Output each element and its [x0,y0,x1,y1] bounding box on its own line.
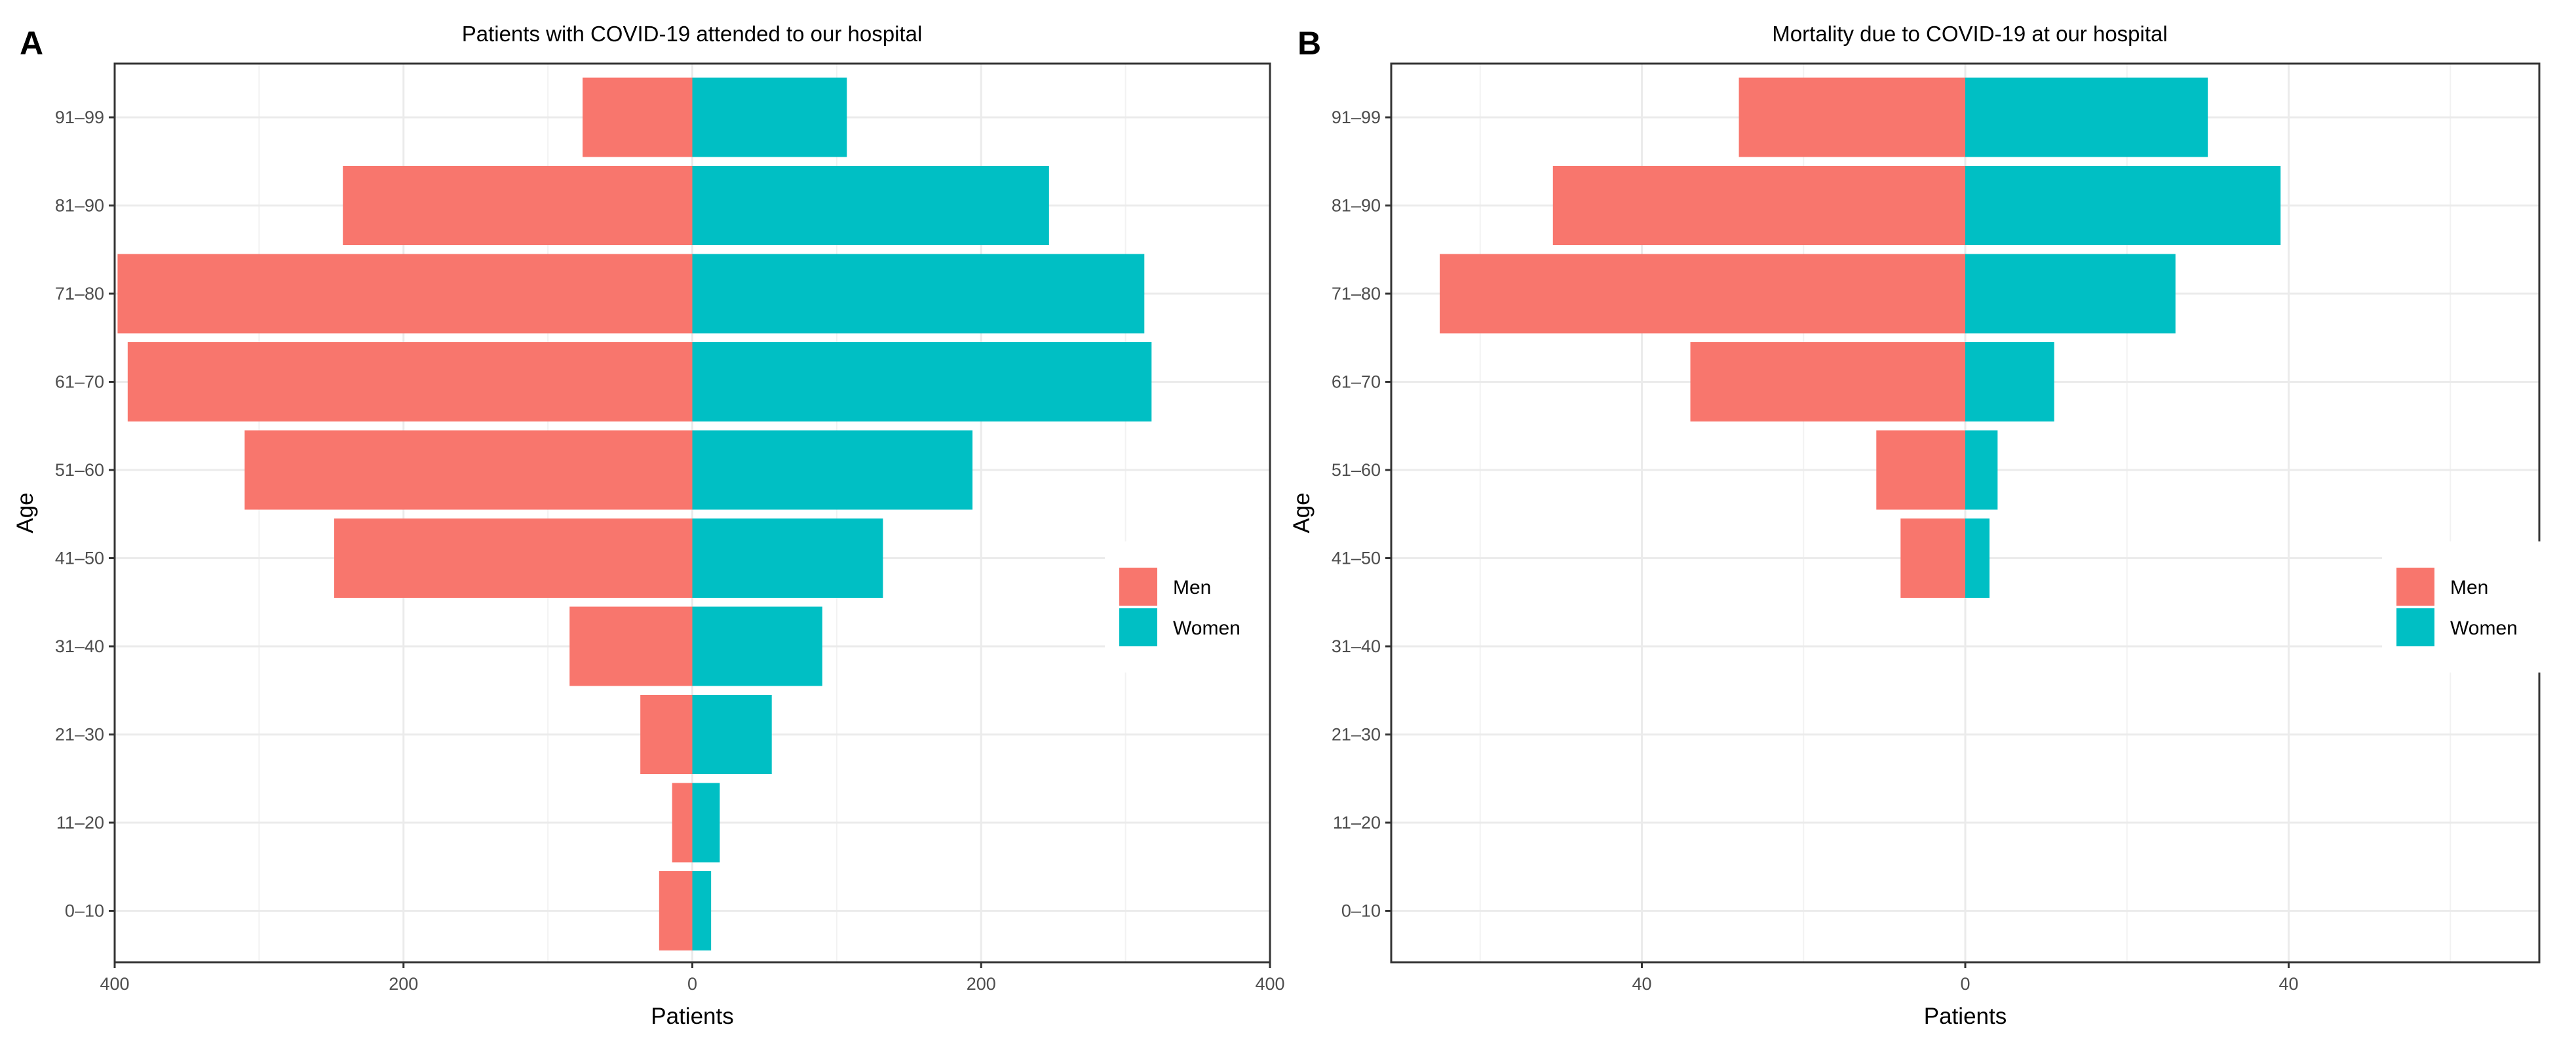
y-axis-title: Age [12,492,38,533]
bar-women [1965,342,2054,421]
y-tick-label: 21–30 [55,725,104,745]
y-tick-label: 61–70 [1332,372,1381,392]
bar-men [640,695,693,774]
y-tick-label: 11–20 [1333,813,1381,832]
y-tick-label: 71–80 [1332,284,1381,303]
bar-women [692,695,772,774]
bar-women [1965,77,2208,157]
x-tick-label: 400 [100,974,129,994]
x-tick-label: 40 [1632,974,1651,994]
x-tick-label: 200 [389,974,418,994]
y-tick-label: 31–40 [55,636,104,656]
y-tick-label: 0–10 [1341,901,1381,921]
panel-label: A [20,25,43,62]
y-tick-label: 91–99 [1332,108,1381,127]
bar-women [1965,430,1998,510]
y-tick-label: 81–90 [55,196,104,216]
x-tick-label: 40 [2278,974,2298,994]
y-tick-label: 11–20 [56,813,104,832]
y-tick-label: 51–60 [1332,460,1381,480]
bar-women [1965,166,2281,245]
bar-women [692,606,822,686]
bar-men [343,166,693,245]
y-tick-label: 81–90 [1332,196,1381,216]
x-tick-label: 200 [967,974,996,994]
bar-women [692,871,712,950]
legend-swatch-women [1119,608,1157,646]
bar-women [692,254,1145,334]
legend-label-men: Men [2450,577,2488,598]
bar-men [117,254,693,334]
bar-women [692,783,720,863]
bar-men [1739,77,1965,157]
bar-men [1440,254,1965,334]
legend-label-women: Women [2450,617,2518,639]
bar-men [583,77,693,157]
y-tick-label: 61–70 [55,372,104,392]
bar-men [672,783,693,863]
bar-men [1876,430,1965,510]
x-axis-title: Patients [1924,1004,2007,1029]
bar-women [692,342,1152,421]
bar-women [692,166,1049,245]
bar-women [1965,518,1990,598]
legend-swatch-women [2396,608,2434,646]
bar-men [1552,166,1965,245]
bar-women [692,77,847,157]
x-tick-label: 0 [687,974,697,994]
legend-label-women: Women [1173,617,1240,639]
y-tick-label: 71–80 [55,284,104,303]
y-tick-label: 91–99 [55,108,104,127]
bar-men [1690,342,1965,421]
legend-label-men: Men [1173,577,1211,598]
panel-label: B [1298,25,1321,62]
y-tick-label: 21–30 [1332,725,1381,745]
x-axis-title: Patients [651,1004,733,1029]
legend-background [2382,541,2546,673]
bar-women [692,430,973,510]
y-tick-label: 0–10 [65,901,104,921]
chart-title: Mortality due to COVID-19 at our hospita… [1772,22,2167,46]
legend-swatch-men [2396,568,2434,606]
legend-swatch-men [1119,568,1157,606]
bar-men [334,518,693,598]
bar-men [1900,518,1965,598]
bar-men [127,342,693,421]
y-tick-label: 41–50 [55,549,104,568]
x-tick-label: 0 [1960,974,1970,994]
y-tick-label: 41–50 [1332,549,1381,568]
x-tick-label: 400 [1255,974,1284,994]
panel-b: B Mortality due to COVID-19 at our hospit… [1289,22,2546,1029]
panel-a: A Patients with COVID-19 attended to our … [12,22,1285,1029]
y-axis-title: Age [1289,492,1315,533]
y-tick-label: 51–60 [55,460,104,480]
bar-women [1965,254,2176,334]
bar-men [244,430,693,510]
bar-women [692,518,883,598]
legend-background [1105,541,1269,673]
y-tick-label: 31–40 [1332,636,1381,656]
bar-men [659,871,693,950]
bar-men [569,606,693,686]
chart-title: Patients with COVID-19 attended to our h… [462,22,923,46]
